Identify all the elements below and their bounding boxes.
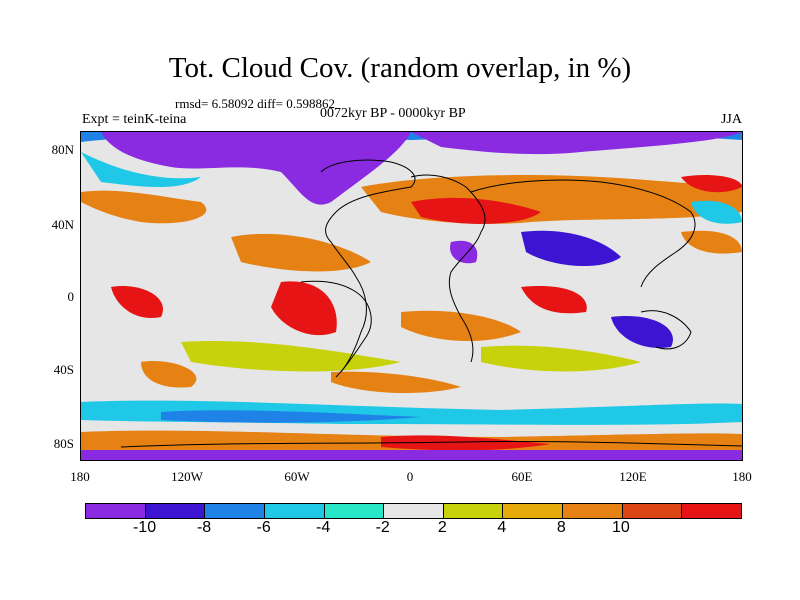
coastline: [300, 280, 372, 378]
colorbar: [85, 503, 742, 519]
colorbar-label: -2: [375, 519, 390, 536]
coastline: [470, 179, 696, 288]
cloud-cover-field: [81, 132, 742, 460]
field-region-red: [381, 435, 551, 451]
field-region-red: [271, 281, 337, 336]
colorbar-label: 8: [556, 519, 566, 536]
field-region-orange: [681, 230, 742, 254]
season-label: JJA: [720, 112, 742, 127]
period-subtitle: 0072kyr BP - 0000kyr BP: [320, 106, 466, 121]
lat-label-80s: 80S: [53, 436, 74, 451]
field-region-purple: [411, 132, 742, 155]
field-region-yellow: [181, 341, 401, 372]
colorbar-label: -10: [132, 519, 157, 536]
field-region-purple: [81, 450, 742, 460]
field-region-orange: [141, 361, 197, 388]
experiment-label: Expt = teinK-teina: [82, 112, 187, 127]
field-region-blue: [161, 410, 421, 423]
lon-label-180w: 180: [70, 469, 90, 484]
colorbar-label: -4: [316, 519, 331, 536]
field-region-red: [111, 286, 163, 318]
lon-label-180e: 180: [732, 469, 752, 484]
coastline: [640, 310, 692, 350]
colorbar-swatch: [86, 504, 146, 518]
field-region-cyan: [691, 200, 742, 224]
field-region-orange: [331, 371, 461, 394]
colorbar-swatch: [563, 504, 623, 518]
colorbar-swatch: [145, 504, 206, 518]
field-region-red: [681, 175, 742, 193]
colorbar-swatch: [503, 504, 564, 518]
lon-label-120w: 120W: [171, 469, 203, 484]
field-region-orange: [231, 233, 371, 272]
lon-label-60w: 60W: [284, 469, 310, 484]
lat-label-80n: 80N: [51, 142, 74, 157]
colorbar-swatch: [443, 504, 504, 518]
colorbar-swatch: [622, 504, 683, 518]
field-region-red: [411, 197, 541, 224]
lon-label-120e: 120E: [619, 469, 647, 484]
colorbar-swatch: [682, 504, 742, 518]
colorbar-swatch: [384, 504, 444, 518]
field-region-deep_blue: [611, 316, 673, 348]
field-region-yellow: [481, 345, 641, 372]
coastline: [410, 174, 486, 363]
lat-label-0: 0: [67, 289, 75, 304]
field-region-cyan: [81, 152, 201, 187]
map-title: Tot. Cloud Cov. (random overlap, in %): [168, 52, 632, 84]
colorbar-swatch: [324, 504, 385, 518]
field-region-deep_blue: [521, 230, 621, 267]
lat-label-40s: 40S: [53, 362, 74, 377]
colorbar-label: -8: [196, 519, 212, 536]
field-region-purple: [101, 132, 411, 205]
colorbar-label: 10: [612, 519, 630, 536]
colorbar-swatch: [264, 504, 325, 518]
map-panel: [80, 131, 743, 461]
coastline: [120, 440, 742, 448]
colorbar-label: 2: [437, 519, 447, 536]
lon-label-60e: 60E: [511, 469, 533, 484]
field-region-orange: [401, 310, 521, 342]
stats-text: rmsd= 6.58092 diff= 0.598862: [175, 96, 335, 111]
colorbar-label: -6: [256, 519, 271, 536]
field-region-orange: [361, 175, 742, 224]
coastline: [320, 159, 416, 373]
field-region-red: [521, 286, 587, 314]
colorbar-swatch: [205, 504, 265, 518]
field-region-orange: [81, 190, 207, 224]
lon-label-0: 0: [406, 469, 414, 484]
lat-label-40n: 40N: [51, 217, 74, 232]
field-region-purple: [450, 240, 478, 264]
colorbar-label: 4: [497, 519, 507, 536]
